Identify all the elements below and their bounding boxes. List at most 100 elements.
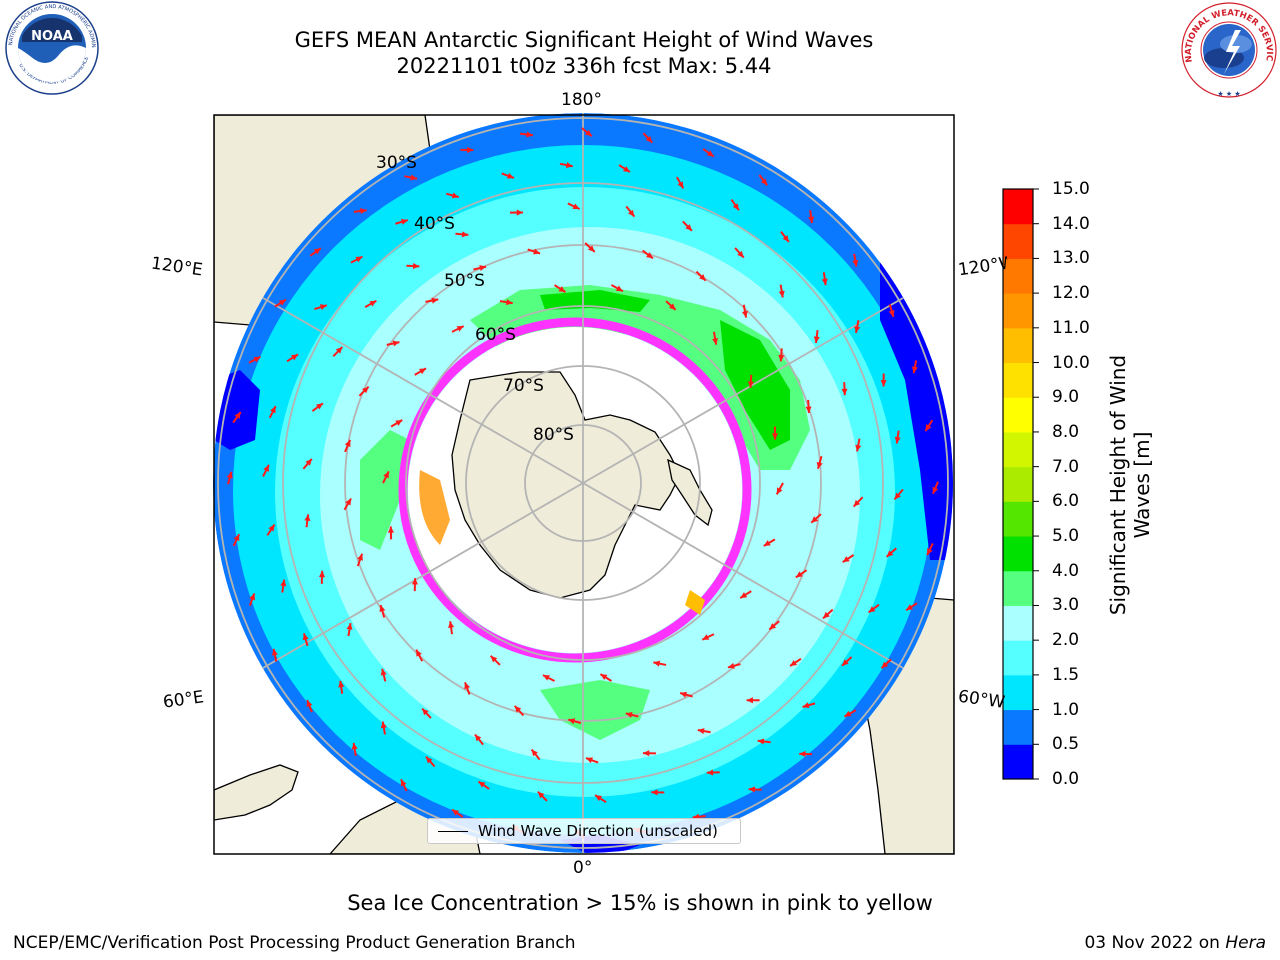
wave-arrow-head bbox=[369, 300, 377, 307]
wave-arrow-head bbox=[362, 386, 369, 394]
colorbar-swatch bbox=[1003, 570, 1033, 606]
chart-title: GEFS MEAN Antarctic Significant Height o… bbox=[294, 28, 874, 52]
antarctic-peninsula-land bbox=[667, 458, 713, 527]
wave-arrow-head bbox=[844, 710, 852, 717]
wave-arrow-head bbox=[304, 514, 311, 522]
wave-arrow-head bbox=[357, 553, 363, 561]
wave-arrow-head bbox=[702, 634, 710, 640]
colorbar-swatch bbox=[1003, 536, 1033, 572]
wave-arrow-head bbox=[461, 231, 469, 238]
noaa-logo-text: NOAA bbox=[31, 29, 73, 44]
colorbar-tick-label: 3.0 bbox=[1052, 595, 1080, 616]
wave-arrow-head bbox=[226, 471, 233, 479]
lat-label-50s: 50°S bbox=[444, 271, 485, 291]
wave-arrow-head bbox=[651, 789, 658, 796]
wave-arrow-head bbox=[291, 354, 299, 361]
wave-arrow-head bbox=[514, 705, 522, 713]
wave-arrow-head bbox=[821, 278, 828, 286]
lat-label-40s: 40°S bbox=[414, 214, 455, 234]
wave-arrow-head bbox=[625, 711, 633, 718]
wave-arrow-head bbox=[380, 668, 387, 676]
wave-arrow-head bbox=[841, 388, 848, 396]
wave-arrow-head bbox=[565, 162, 573, 169]
colorbar-swatch bbox=[1003, 674, 1033, 711]
wave-arrow-head bbox=[894, 492, 901, 500]
wave-arrow-head bbox=[422, 708, 429, 716]
wave-arrow-head bbox=[906, 604, 914, 611]
lat-label-60s: 60°S bbox=[475, 325, 516, 345]
colorbar-tick-label: 6.0 bbox=[1052, 491, 1080, 512]
wave-arrow-head bbox=[380, 721, 387, 729]
colorbar-tick-label: 1.0 bbox=[1052, 699, 1080, 720]
wave-arrow-head bbox=[790, 659, 798, 666]
colorbar-tick-label: 2.0 bbox=[1052, 630, 1080, 651]
wave-arrow-head bbox=[392, 340, 400, 347]
wave-arrow-head bbox=[802, 702, 810, 709]
colorbar-swatch bbox=[1003, 605, 1033, 641]
antarctica-land bbox=[451, 371, 681, 599]
wave-arrow-head bbox=[537, 791, 545, 799]
wave-arrow-head bbox=[479, 265, 487, 271]
colorbar-tick-label: 15.0 bbox=[1052, 179, 1090, 199]
colorbar-tick-label: 1.5 bbox=[1052, 664, 1080, 685]
sea-ice-note: Sea Ice Concentration > 15% is shown in … bbox=[347, 891, 933, 915]
wave-arrow-head bbox=[782, 235, 789, 242]
wave-arrow-head bbox=[233, 534, 240, 542]
wave-arrow-head bbox=[816, 461, 823, 469]
wave-arrow-head bbox=[746, 697, 753, 704]
wave-arrow-head bbox=[615, 285, 623, 292]
colorbar-tick-label: 0.5 bbox=[1052, 734, 1080, 755]
wave-arrow-head bbox=[516, 209, 524, 216]
wave-arrow-head bbox=[805, 406, 812, 413]
colorbar-tick-label: 11.0 bbox=[1052, 317, 1090, 338]
wave-arrow-head bbox=[795, 571, 803, 578]
legend-line-sample bbox=[438, 831, 468, 832]
wave-arrow-head bbox=[886, 550, 894, 557]
wave-arrow-head bbox=[467, 146, 474, 153]
wave-arrow-head bbox=[628, 209, 635, 217]
nws-logo: NATIONAL WEATHER SERVICE ★ ★ ★ bbox=[1178, 0, 1277, 98]
colorbar-label-line2: Waves [m] bbox=[1130, 431, 1154, 539]
map-frame bbox=[213, 114, 955, 855]
wave-arrow-head bbox=[727, 662, 735, 669]
wave-arrow-head bbox=[645, 135, 653, 143]
wave-arrow-head bbox=[531, 749, 538, 757]
wave-arrow-head bbox=[880, 380, 887, 387]
wave-arrow-head bbox=[778, 354, 785, 362]
wave-arrow-head bbox=[642, 750, 650, 757]
colorbar-tick-label: 10.0 bbox=[1052, 352, 1090, 373]
wave-arrow-head bbox=[506, 172, 514, 179]
colorbar bbox=[1002, 188, 1039, 780]
wave-arrow-head bbox=[338, 680, 345, 688]
wave-arrow-head bbox=[234, 412, 241, 419]
wave-arrow-head bbox=[268, 524, 275, 532]
wave-arrow-head bbox=[927, 548, 933, 556]
wave-arrow-head bbox=[526, 131, 533, 138]
wave-arrow-head bbox=[302, 633, 309, 641]
wave-arrow-head bbox=[474, 734, 482, 742]
wave-arrow-head bbox=[318, 570, 326, 578]
colorbar-tick-label: 7.0 bbox=[1052, 456, 1080, 477]
colorbar-swatch bbox=[1003, 327, 1033, 364]
wave-arrow-head bbox=[411, 578, 418, 585]
wave-arrow-head bbox=[760, 178, 768, 186]
wave-arrow-head bbox=[808, 216, 815, 224]
wave-arrow-head bbox=[680, 691, 687, 698]
colorbar-frame bbox=[1002, 188, 1034, 780]
wave-arrow-head bbox=[346, 623, 353, 630]
wave-arrow-head bbox=[646, 252, 653, 259]
lat-label-80s: 80°S bbox=[533, 425, 574, 445]
wave-arrow-head bbox=[811, 516, 819, 523]
wave-arrow-head bbox=[868, 606, 876, 613]
wave-arrow-head bbox=[769, 623, 777, 630]
wave-arrow-head bbox=[452, 809, 460, 816]
colorbar-swatch bbox=[1003, 223, 1033, 259]
colorbar-swatch bbox=[1003, 501, 1033, 537]
wave-arrow-head bbox=[360, 208, 367, 215]
wave-arrow-head bbox=[881, 661, 889, 669]
wave-arrow-head bbox=[506, 299, 513, 306]
wave-arrow-head bbox=[315, 403, 323, 410]
colorbar-swatch bbox=[1003, 640, 1033, 676]
wave-arrow-head bbox=[451, 192, 459, 199]
